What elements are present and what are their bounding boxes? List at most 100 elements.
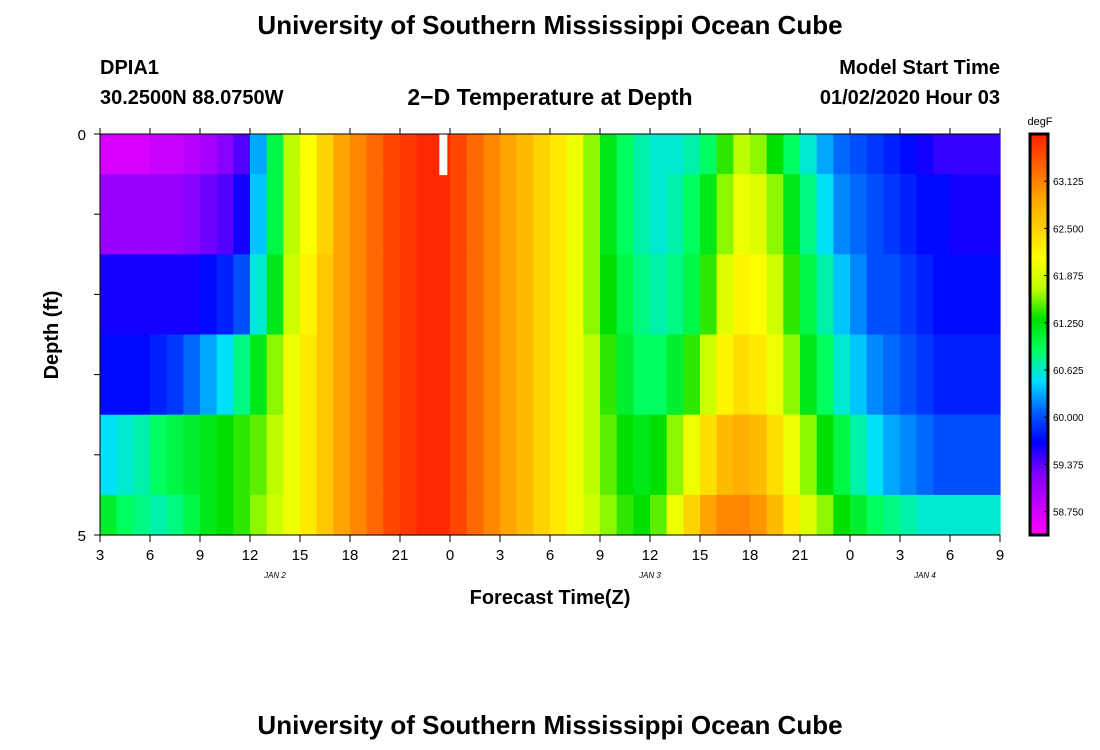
x-tick-label: 6 xyxy=(546,547,554,564)
heatmap-cell xyxy=(883,414,901,496)
heatmap-cell xyxy=(166,254,184,336)
x-tick-label: 6 xyxy=(946,547,954,564)
heatmap-cell xyxy=(133,414,151,496)
heatmap-cell xyxy=(533,174,551,255)
heatmap-cell xyxy=(733,494,751,536)
heatmap-cell xyxy=(416,174,434,255)
heatmap-cell xyxy=(700,134,718,175)
heatmap-cell xyxy=(616,174,634,255)
heatmap-cell xyxy=(133,134,151,175)
heatmap-cell xyxy=(700,254,718,336)
heatmap-cell xyxy=(566,174,584,255)
heatmap-cell xyxy=(783,174,801,255)
x-axis-label: Forecast Time(Z) xyxy=(470,587,631,609)
heatmap-cell xyxy=(816,494,834,536)
heatmap-cell xyxy=(333,334,351,416)
heatmap-cell xyxy=(350,334,368,416)
heatmap-cell xyxy=(650,334,668,416)
heatmap-cell xyxy=(533,414,551,496)
heatmap-cell xyxy=(283,494,301,536)
heatmap-cell xyxy=(966,134,984,175)
heatmap-cell xyxy=(966,494,984,536)
heatmap-cell xyxy=(516,174,534,255)
heatmap-cell xyxy=(150,174,168,255)
heatmap-cell xyxy=(266,254,284,336)
heatmap-cell xyxy=(116,134,134,175)
heatmap-cell xyxy=(983,494,1001,536)
heatmap-cell xyxy=(616,254,634,336)
heatmap-cell xyxy=(716,334,734,416)
x-tick-label: 0 xyxy=(846,547,854,564)
heatmap-cell xyxy=(916,334,934,416)
heatmap-cell xyxy=(616,134,634,175)
heatmap-cell xyxy=(783,494,801,536)
heatmap-cell xyxy=(983,134,1001,175)
heatmap-cell xyxy=(450,494,468,536)
heatmap-cell xyxy=(916,254,934,336)
page-title-bottom: University of Southern Mississippi Ocean… xyxy=(257,710,843,740)
heatmap-cell xyxy=(783,134,801,175)
heatmap-cell xyxy=(700,174,718,255)
heatmap-cell xyxy=(483,334,501,416)
heatmap-cell xyxy=(333,254,351,336)
heatmap-cell xyxy=(283,414,301,496)
heatmap-cell xyxy=(283,334,301,416)
heatmap-cell xyxy=(433,414,451,496)
colorbar-tick-label: 63.125 xyxy=(1053,177,1084,188)
heatmap-cell xyxy=(233,494,251,536)
heatmap-cell xyxy=(666,134,684,175)
heatmap-cell xyxy=(833,414,851,496)
heatmap-cell xyxy=(750,134,768,175)
heatmap-cell xyxy=(433,254,451,336)
heatmap-cell xyxy=(166,414,184,496)
heatmap-cell xyxy=(766,174,784,255)
heatmap-cell xyxy=(433,494,451,536)
heatmap-cell xyxy=(100,414,118,496)
heatmap-cell xyxy=(383,334,401,416)
heatmap-cell xyxy=(483,494,501,536)
heatmap-cell xyxy=(866,414,884,496)
x-tick-label: 12 xyxy=(642,547,659,564)
heatmap-cell xyxy=(300,254,318,336)
heatmap-cell xyxy=(683,174,701,255)
heatmap-cell xyxy=(750,174,768,255)
heatmap-cell xyxy=(600,174,618,255)
heatmap-cell xyxy=(266,334,284,416)
heatmap-cell xyxy=(100,254,118,336)
heatmap-cell xyxy=(566,254,584,336)
heatmap-cell xyxy=(450,334,468,416)
heatmap-cell xyxy=(350,174,368,255)
heatmap-cell xyxy=(366,174,384,255)
heatmap-cell xyxy=(550,174,568,255)
heatmap-cell xyxy=(850,254,868,336)
heatmap-cell xyxy=(416,334,434,416)
heatmap-cell xyxy=(250,254,268,336)
heatmap-cell xyxy=(100,494,118,536)
heatmap-cell xyxy=(800,134,818,175)
heatmap-cell xyxy=(716,414,734,496)
heatmap-cell xyxy=(683,414,701,496)
heatmap-cell xyxy=(500,174,518,255)
heatmap-cell xyxy=(550,494,568,536)
heatmap-cell xyxy=(900,334,918,416)
heatmap-cell xyxy=(783,414,801,496)
heatmap-cell xyxy=(966,334,984,416)
heatmap-cell xyxy=(883,254,901,336)
chart-title: 2−D Temperature at Depth xyxy=(407,84,693,110)
heatmap-cell xyxy=(933,254,951,336)
heatmap-cell xyxy=(250,174,268,255)
heatmap-cell xyxy=(750,494,768,536)
heatmap-cell xyxy=(216,254,234,336)
heatmap-cell xyxy=(133,254,151,336)
heatmap-cell xyxy=(333,494,351,536)
heatmap-cell xyxy=(616,334,634,416)
heatmap-cell xyxy=(950,174,968,255)
heatmap-cell xyxy=(933,174,951,255)
heatmap-cell xyxy=(916,494,934,536)
heatmap-cell xyxy=(866,174,884,255)
heatmap-cell xyxy=(933,414,951,496)
heatmap-cell xyxy=(733,134,751,175)
heatmap-cell xyxy=(500,494,518,536)
heatmap-cell xyxy=(883,134,901,175)
